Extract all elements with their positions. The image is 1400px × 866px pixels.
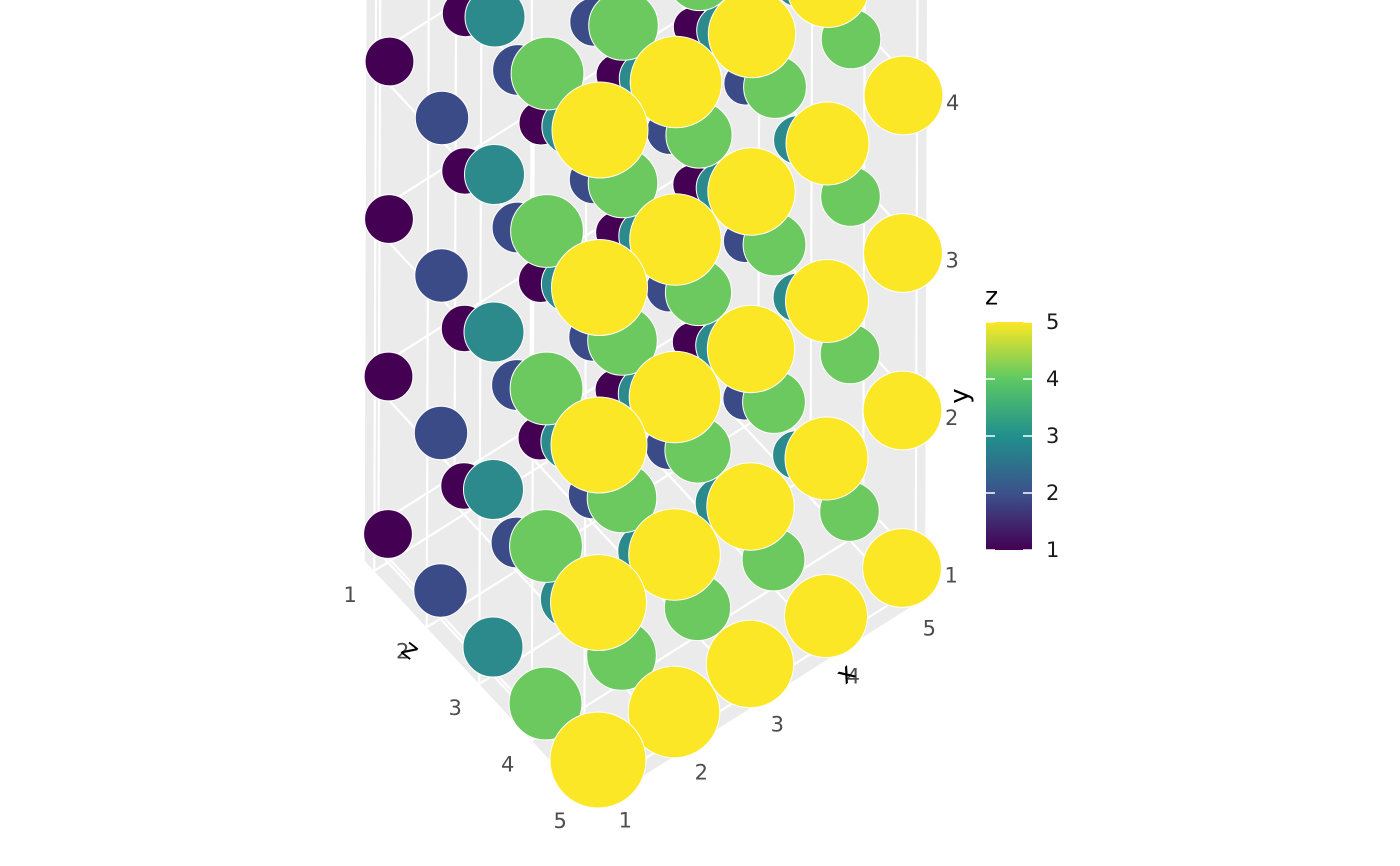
point-x1-y3-z1 — [364, 194, 414, 244]
point-x1-y3-z3 — [463, 301, 525, 363]
point-x1-y3-z2 — [414, 248, 469, 303]
point-x1-y1-z2 — [413, 563, 468, 618]
point-x1-y5-z3 — [464, 0, 526, 48]
x-tick-3: 3 — [771, 713, 784, 737]
point-x5-y1-z5 — [862, 528, 942, 608]
legend-label-3: 3 — [1046, 424, 1059, 448]
x-tick-4: 4 — [847, 665, 860, 689]
point-x4-y5-z5 — [788, 0, 868, 28]
point-x4-y3-z5 — [785, 259, 869, 343]
y-tick-4: 4 — [946, 91, 959, 115]
point-x1-y2-z1 — [363, 351, 414, 402]
legend-label-4: 4 — [1046, 367, 1059, 391]
point-x1-y4-z3 — [464, 144, 525, 205]
point-x5-y3-z5 — [863, 213, 943, 293]
y-tick-2: 2 — [945, 406, 958, 430]
point-x2-y5-z4 — [588, 0, 659, 61]
point-x1-y1-z5 — [549, 711, 647, 809]
y-axis-title: y — [945, 388, 975, 403]
point-x4-y1-z5 — [784, 574, 868, 658]
y-tick-3: 3 — [945, 249, 958, 273]
x-tick-2: 2 — [695, 761, 708, 785]
data-points — [363, 0, 944, 809]
axis-tick-labels: 123451234512345 — [344, 91, 960, 833]
point-x5-y4-z5 — [863, 55, 944, 136]
back-wall-grid-y-4 — [365, 0, 464, 61]
point-x1-y2-z5 — [550, 554, 647, 651]
point-x1-y3-z5 — [550, 396, 648, 494]
right-wall-grid-y-4 — [834, 0, 928, 98]
point-x3-y2-z5 — [706, 462, 795, 551]
point-x2-y5-z5 — [629, 35, 723, 129]
point-x2-y3-z5 — [628, 350, 722, 444]
point-x4-y4-z5 — [785, 101, 870, 186]
legend-title: z — [985, 282, 998, 311]
point-x1-y4-z4 — [510, 194, 584, 268]
point-x2-y2-z5 — [628, 508, 721, 601]
point-x1-y1-z4 — [508, 666, 583, 741]
point-x1-y3-z4 — [509, 351, 584, 426]
legend-label-5: 5 — [1046, 310, 1059, 334]
point-x4-y2-z5 — [784, 416, 869, 501]
x-tick-1: 1 — [619, 809, 632, 833]
z-tick-1: 1 — [344, 583, 357, 607]
legend-label-1: 1 — [1046, 538, 1059, 562]
y-tick-1: 1 — [944, 564, 957, 588]
legend-label-2: 2 — [1046, 481, 1059, 505]
z-tick-5: 5 — [554, 809, 567, 833]
point-x1-y1-z3 — [462, 616, 524, 678]
point-x1-y2-z2 — [413, 405, 469, 461]
point-x1-y4-z1 — [364, 36, 415, 87]
point-x5-y2-z5 — [862, 370, 943, 451]
point-x3-y4-z5 — [707, 147, 796, 236]
point-x3-y1-z5 — [705, 619, 795, 709]
colorbar-legend: z 1 2 3 4 5 — [985, 282, 1059, 563]
point-x1-y5-z4 — [510, 36, 585, 111]
point-x2-y1-z5 — [627, 665, 721, 759]
point-x1-y1-z1 — [363, 509, 413, 559]
point-x3-y5-z5 — [707, 0, 797, 79]
point-x1-y5-z5 — [551, 81, 649, 179]
point-x1-y4-z5 — [551, 239, 648, 336]
z-tick-3: 3 — [449, 696, 462, 720]
point-x2-y4-z5 — [629, 193, 722, 286]
z-tick-4: 4 — [501, 752, 514, 776]
point-x1-y2-z3 — [463, 459, 524, 520]
z-tick-2: 2 — [396, 639, 409, 663]
point-x3-y5-z4 — [674, 0, 725, 12]
point-x3-y3-z5 — [706, 304, 796, 394]
point-x1-y4-z2 — [414, 90, 470, 146]
point-x1-y2-z4 — [509, 509, 583, 583]
x-tick-5: 5 — [923, 617, 936, 641]
